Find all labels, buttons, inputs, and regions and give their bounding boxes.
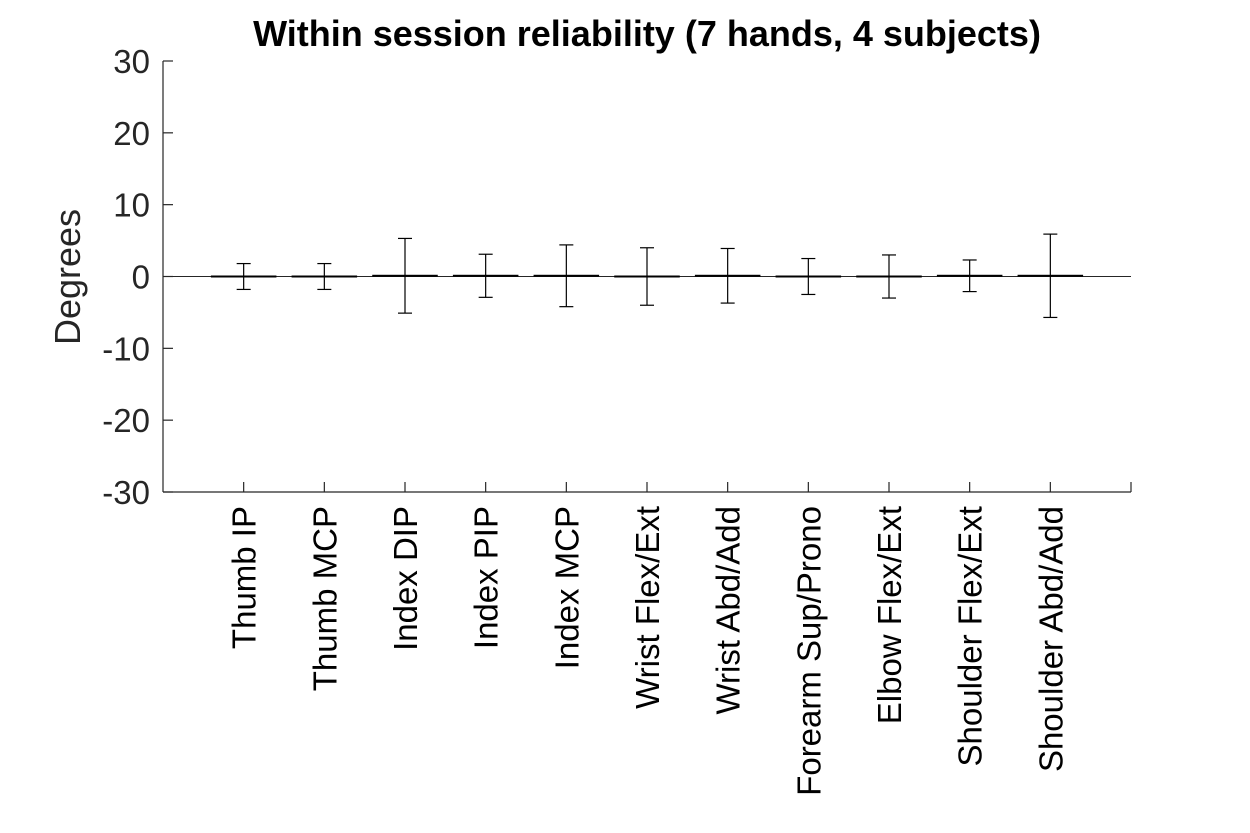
y-tick-label: 30	[113, 43, 150, 80]
y-tick-label: 20	[113, 115, 150, 152]
x-tick-label: Shoulder Flex/Ext	[952, 506, 989, 766]
chart-title: Within session reliability (7 hands, 4 s…	[253, 13, 1041, 54]
y-tick-label: -20	[102, 402, 150, 439]
x-tick-label: Elbow Flex/Ext	[871, 506, 908, 724]
y-tick-label: -30	[102, 474, 150, 511]
x-tick-label: Thumb IP	[226, 506, 263, 649]
axes: 30 20 10 0 -10 -20 -30 Thumb IP Thumb MCP Index D…	[102, 43, 1132, 796]
x-tick-label: Index MCP	[548, 506, 585, 669]
data-marks	[163, 233, 1131, 319]
x-tick-label: Index PIP	[468, 506, 505, 649]
x-tick-label: Wrist Flex/Ext	[629, 506, 666, 709]
y-tick-label: 0	[132, 259, 150, 296]
y-tick-label: -10	[102, 330, 150, 367]
x-tick-label: Wrist Abd/Add	[710, 506, 747, 715]
y-tick-label: 10	[113, 187, 150, 224]
x-tick-label: Thumb MCP	[306, 506, 343, 691]
x-tick-label: Index DIP	[387, 506, 424, 651]
x-tick-label: Shoulder Abd/Add	[1032, 506, 1069, 772]
y-axis-label: Degrees	[47, 209, 88, 345]
x-tick-label: Forearm Sup/Prono	[790, 506, 827, 796]
